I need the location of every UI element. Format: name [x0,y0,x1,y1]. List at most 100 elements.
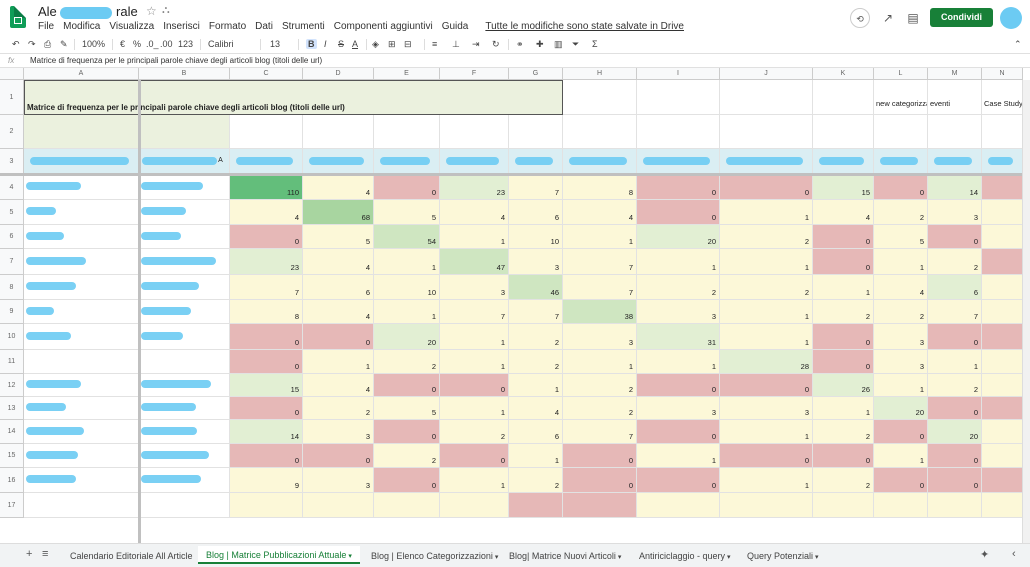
frequency-cell[interactable] [563,493,637,518]
filter-icon[interactable]: ⏷ [572,39,580,49]
redacted-header-cell[interactable] [440,149,509,175]
frequency-cell[interactable]: 0 [874,420,928,444]
frequency-cell[interactable]: 1 [874,249,928,275]
redacted-label-cell[interactable] [139,374,230,397]
frequency-cell[interactable]: 0 [928,468,982,493]
redacted-header-cell[interactable] [509,149,563,175]
frequency-cell[interactable]: 7 [928,300,982,324]
frequency-cell[interactable]: 0 [374,468,440,493]
frequency-cell[interactable]: 1 [440,350,509,374]
frequency-cell[interactable]: 0 [303,444,374,468]
frequency-cell[interactable]: 110 [230,175,303,200]
redacted-label-cell[interactable] [24,200,139,225]
insert-chart-icon[interactable]: ▥ [554,39,563,49]
frequency-cell[interactable]: 0 [813,350,874,374]
frequency-cell[interactable] [637,493,720,518]
scroll-tabs-icon[interactable]: ‹ [1012,548,1016,560]
row-header[interactable]: 5 [0,200,24,225]
empty-cell[interactable] [813,80,874,115]
frequency-cell[interactable]: 10 [509,225,563,249]
sheet-tab[interactable]: Query Potenziali ▾ [747,547,819,565]
frequency-cell[interactable]: 6 [303,275,374,300]
sheets-logo-icon[interactable] [10,6,26,28]
font-size-select[interactable]: 13 [270,39,281,49]
frequency-cell[interactable]: 1 [440,324,509,350]
row-header[interactable]: 15 [0,444,24,468]
frequency-cell[interactable]: 2 [813,300,874,324]
frequency-cell[interactable]: 2 [813,420,874,444]
column-header[interactable]: L [874,68,928,80]
redacted-label-cell[interactable] [139,444,230,468]
redacted-label-cell[interactable] [139,420,230,444]
empty-cell[interactable] [637,115,720,149]
frequency-cell[interactable]: 1 [720,200,813,225]
frequency-cell[interactable]: 20 [928,420,982,444]
empty-cell[interactable] [374,115,440,149]
menu-item-modifica[interactable]: Modifica [63,21,101,32]
frequency-cell[interactable]: 2 [509,324,563,350]
collapse-toolbar-icon[interactable]: ⌃ [1014,39,1022,49]
merged-title-cell[interactable]: Matrice di frequenza per le principali p… [24,80,563,115]
row-header[interactable]: 6 [0,225,24,249]
frequency-cell[interactable]: 4 [440,200,509,225]
redacted-header-cell[interactable] [24,149,139,175]
frequency-cell[interactable]: 4 [874,275,928,300]
frequency-cell[interactable]: 0 [563,468,637,493]
functions-icon[interactable]: Σ [592,39,598,49]
empty-cell[interactable] [720,80,813,115]
frequency-cell[interactable]: 1 [720,324,813,350]
empty-cell[interactable] [982,468,1023,493]
redacted-header-cell[interactable] [813,149,874,175]
frequency-cell[interactable]: 0 [563,444,637,468]
empty-cell[interactable] [230,115,303,149]
redacted-label-cell[interactable] [24,324,139,350]
redacted-label-cell[interactable] [24,397,139,420]
column-label-eventi[interactable]: eventi [928,80,982,115]
frequency-cell[interactable]: 0 [374,374,440,397]
percent-format-button[interactable]: % [133,39,142,49]
redacted-header-cell[interactable] [563,149,637,175]
redacted-label-cell[interactable] [139,300,230,324]
frequency-cell[interactable]: 0 [637,468,720,493]
frequency-cell[interactable]: 6 [509,420,563,444]
frequency-cell[interactable]: 2 [720,225,813,249]
frequency-cell[interactable]: 0 [637,175,720,200]
column-label-case-study[interactable]: Case Study [982,80,1023,115]
tab-menu-chevron-icon[interactable]: ▾ [725,554,731,561]
frequency-cell[interactable]: 2 [928,249,982,275]
tab-menu-chevron-icon[interactable]: ▾ [346,553,352,560]
frequency-cell[interactable]: 0 [928,324,982,350]
frequency-cell[interactable]: 0 [720,175,813,200]
empty-cell[interactable] [982,300,1023,324]
empty-cell[interactable] [813,115,874,149]
frequency-cell[interactable]: 3 [720,397,813,420]
frequency-cell[interactable] [303,493,374,518]
row-header[interactable]: 1 [0,80,24,115]
text-wrap-icon[interactable]: ⇥ [472,39,480,49]
frequency-cell[interactable]: 1 [874,444,928,468]
frequency-cell[interactable]: 2 [874,200,928,225]
empty-cell[interactable] [303,115,374,149]
row-header[interactable]: 7 [0,249,24,275]
frequency-cell[interactable]: 0 [374,420,440,444]
add-sheet-icon[interactable]: + [26,548,33,560]
formula-input[interactable]: Matrice di frequenza per le principali p… [30,56,323,65]
frequency-cell[interactable]: 4 [303,175,374,200]
frequency-cell[interactable]: 9 [230,468,303,493]
redacted-header-cell[interactable] [720,149,813,175]
decrease-decimal-button[interactable]: .0_ [146,39,159,49]
sheet-grid[interactable]: A B C D E F G H I J K L M N 1 2 3 4 5 6 7 8 9 10 11 12 13 14 15 16 17 M… [0,68,1030,543]
frequency-cell[interactable]: 7 [230,275,303,300]
frequency-cell[interactable]: 0 [928,397,982,420]
frequency-cell[interactable]: 0 [230,444,303,468]
frozen-row-divider[interactable] [0,173,1030,176]
frequency-cell[interactable]: 23 [230,249,303,275]
row-header[interactable]: 3 [0,149,24,175]
row-header[interactable]: 11 [0,350,24,374]
menu-item-visualizza[interactable]: Visualizza [109,21,155,32]
frequency-cell[interactable]: 0 [230,324,303,350]
text-rotation-icon[interactable]: ↻ [492,39,500,49]
frequency-cell[interactable]: 8 [230,300,303,324]
redacted-label-cell[interactable] [139,493,230,518]
frequency-cell[interactable]: 0 [874,468,928,493]
